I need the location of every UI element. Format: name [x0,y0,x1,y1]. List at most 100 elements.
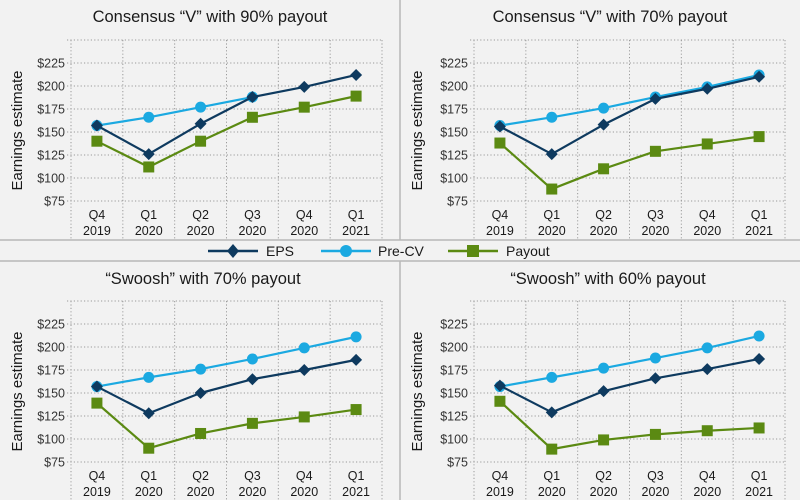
data-point-eps [545,406,558,419]
y-tick-label: $100 [37,433,65,447]
x-tick-label: Q1 [543,208,560,222]
x-tick-label: Q4 [296,469,313,483]
series-line-payout [499,135,760,191]
data-point-payout [350,90,362,102]
x-tick-label-year: 2020 [642,485,670,499]
y-tick-label: $100 [37,172,65,186]
legend-marker-square-icon [467,245,479,257]
series-eps [493,352,766,419]
series-line-payout [499,400,760,451]
legend-marker-diamond-icon [227,244,239,258]
data-point-eps [597,118,610,131]
x-tick-label-year: 2019 [486,485,514,499]
x-tick-label: Q3 [244,469,261,483]
data-point-payout [494,395,506,407]
data-point-payout [598,163,610,175]
data-point-payout [91,135,103,147]
data-point-pre-cv [753,330,765,342]
x-tick-label: Q2 [192,208,209,222]
legend-item-payout: Payout [448,243,550,259]
data-point-payout [546,443,558,455]
data-point-payout [546,183,558,195]
data-point-payout [195,427,207,439]
data-point-payout [701,138,713,150]
x-tick-label: Q4 [699,208,716,222]
x-tick-label: Q1 [140,469,157,483]
data-point-payout [195,135,207,147]
series-eps [493,70,766,161]
series-line-eps [96,73,357,156]
data-point-pre-cv [701,342,713,354]
legend-label-eps: EPS [266,243,294,259]
x-tick-label-year: 2020 [290,485,318,499]
legend-item-pre-cv: Pre-CV [321,243,425,259]
y-axis-label: Earnings estimate [409,70,426,190]
data-point-eps [350,353,363,366]
legend: EPS Pre-CV Payout [208,243,550,259]
y-tick-label: $125 [37,149,65,163]
y-tick-label: $125 [37,410,65,424]
data-point-pre-cv [298,342,310,354]
y-tick-label: $150 [440,126,468,140]
x-tick-label: Q1 [348,469,365,483]
y-tick-label: $225 [440,318,468,332]
data-point-payout [246,111,258,123]
y-tick-label: $175 [37,103,65,117]
x-tick-label-year: 2020 [693,485,721,499]
y-tick-label: $75 [44,456,65,470]
x-tick-label-year: 2021 [745,485,773,499]
y-tick-label: $150 [37,126,65,140]
data-point-eps [194,117,207,130]
y-tick-label: $200 [37,80,65,94]
data-point-eps [701,82,714,95]
chart-title: Consensus “V” with 70% payout [493,8,728,26]
data-point-payout [298,411,310,423]
data-point-pre-cv [546,111,558,123]
x-tick-label: Q2 [192,469,209,483]
data-point-pre-cv [350,331,362,343]
data-point-payout [246,417,258,429]
y-tick-label: $100 [440,172,468,186]
data-point-pre-cv [195,363,207,375]
x-tick-label-year: 2020 [538,485,566,499]
chart-panel-swoosh-70: “Swoosh” with 70% payout Earnings estimat… [9,270,383,500]
x-tick-label: Q1 [348,208,365,222]
data-point-pre-cv [143,111,155,123]
x-tick-label: Q4 [699,469,716,483]
data-point-eps [90,119,103,132]
data-point-payout [649,428,661,440]
data-point-eps [194,387,207,399]
chart-title: “Swoosh” with 70% payout [105,270,301,288]
data-point-eps [597,385,610,398]
y-tick-label: $225 [440,57,468,71]
data-point-pre-cv [195,101,207,113]
x-tick-label-year: 2019 [83,224,111,238]
x-tick-label: Q1 [543,469,560,483]
data-point-payout [494,137,506,149]
y-tick-label: $200 [440,341,468,355]
data-point-payout [753,131,765,143]
y-tick-label: $150 [37,387,65,401]
x-tick-label-year: 2020 [290,224,318,238]
y-tick-label: $175 [440,103,468,117]
data-point-payout [298,101,310,113]
data-point-eps [493,379,506,392]
data-point-eps [142,148,155,161]
data-point-payout [143,161,155,173]
legend-marker-circle-icon [340,245,352,257]
series-line-eps [499,357,760,414]
data-point-eps [246,373,259,386]
series-eps [90,68,363,161]
x-tick-label-year: 2020 [135,485,163,499]
series-line-pre-cv [96,335,357,388]
x-tick-label-year: 2020 [538,224,566,238]
y-tick-label: $125 [440,410,468,424]
series-line-eps [499,75,760,156]
y-axis-label: Earnings estimate [9,70,26,190]
data-point-payout [350,404,362,416]
data-point-eps [649,92,662,105]
y-axis-label: Earnings estimate [9,331,26,451]
x-tick-label-year: 2020 [135,224,163,238]
data-point-eps [90,380,103,393]
